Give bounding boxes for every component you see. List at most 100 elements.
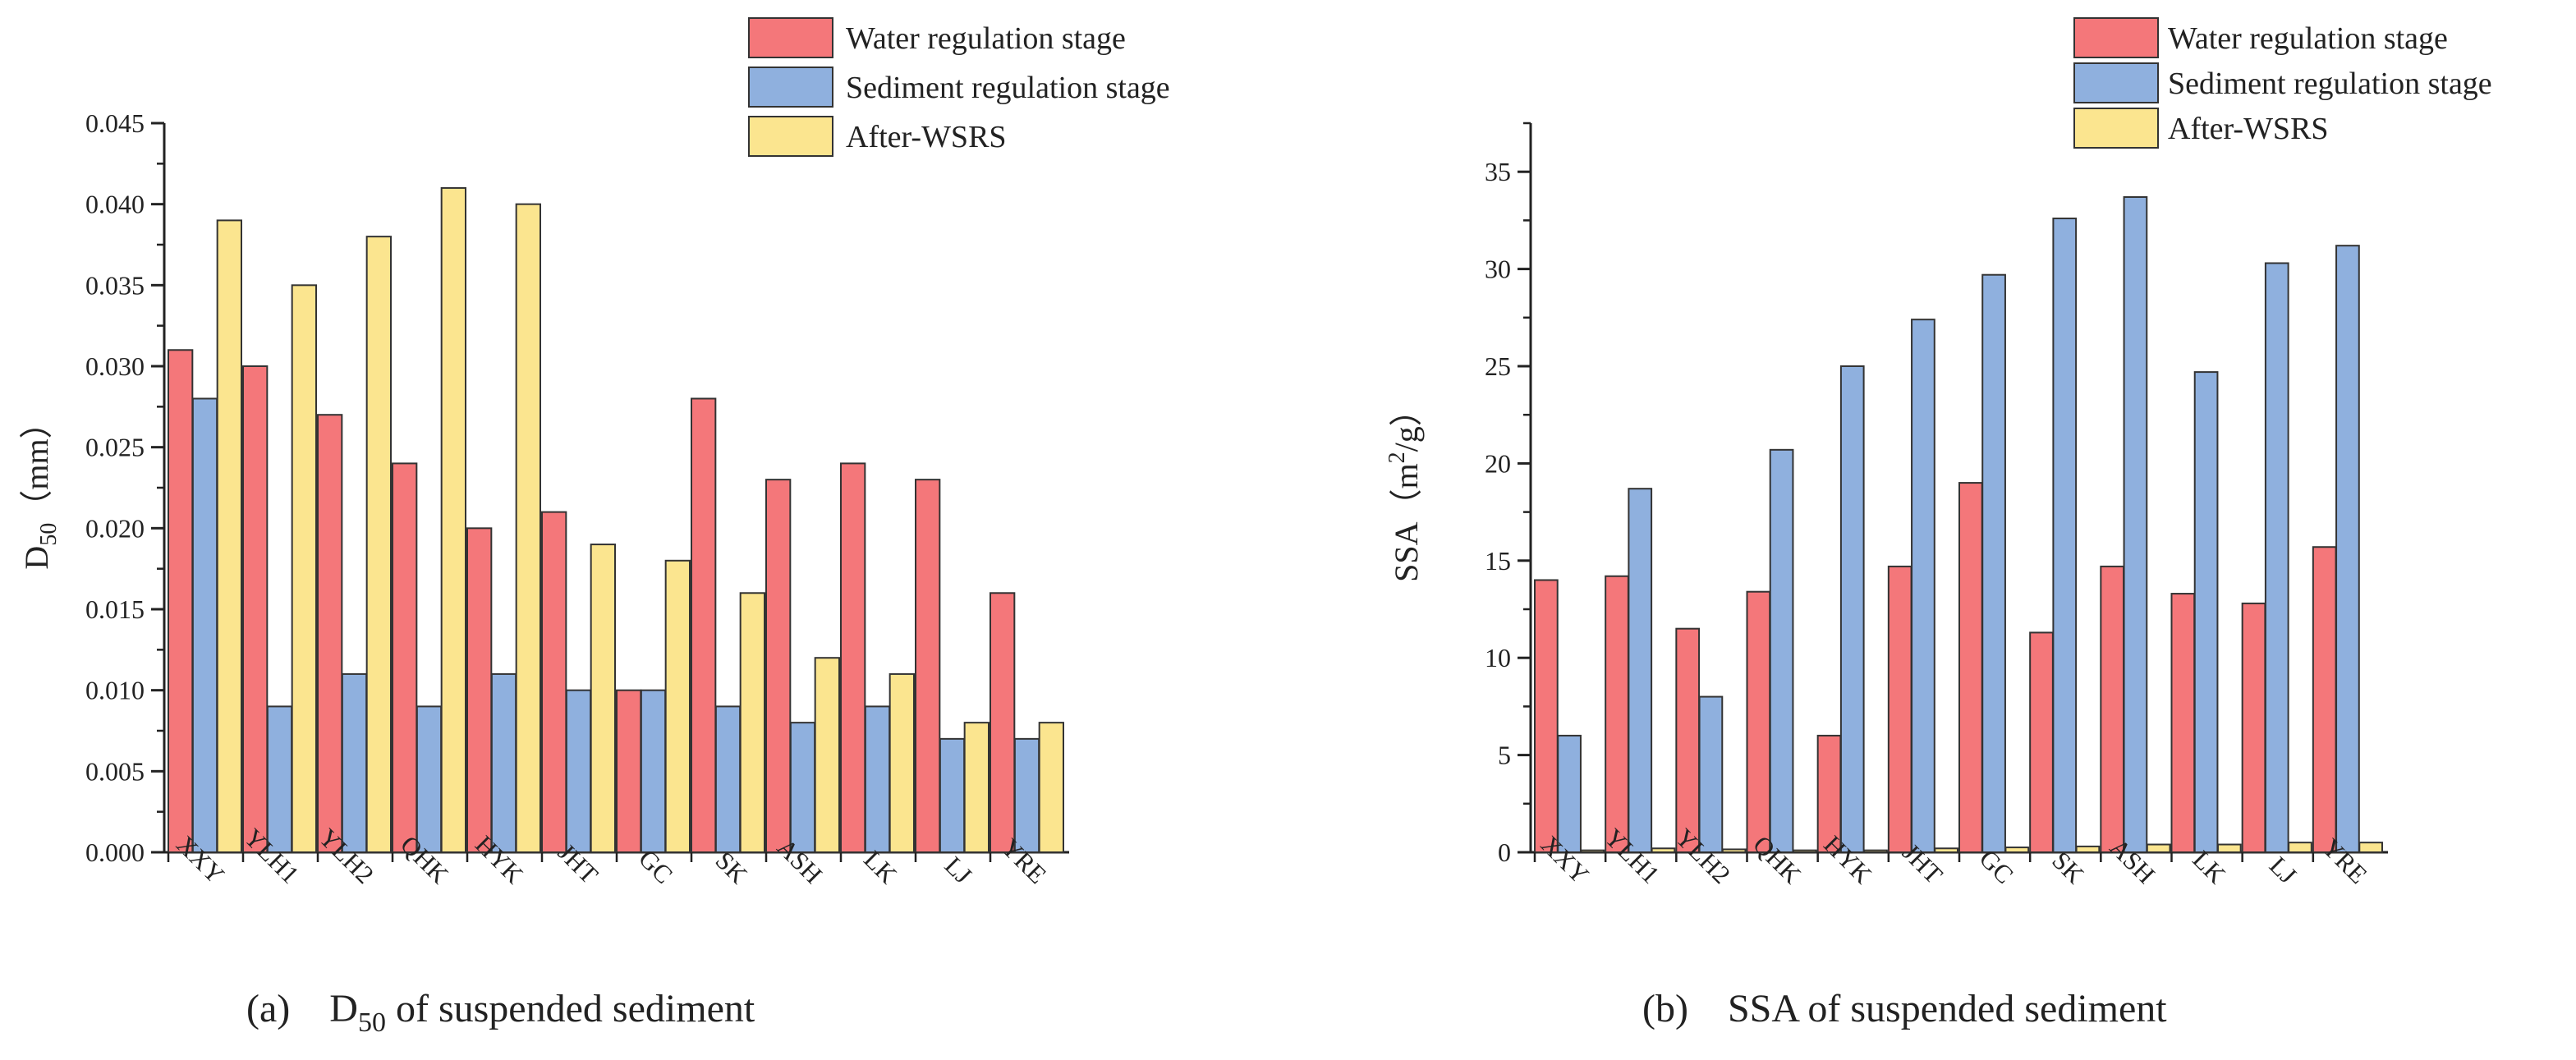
bar-after-wsrs-sk [739, 592, 766, 853]
bar-water-regulation-stage-lk [840, 462, 866, 854]
bar-sediment-regulation-stage-xxy [1557, 734, 1582, 853]
caption-sub: 50 [358, 1007, 386, 1038]
legend-label: Sediment regulation stage [846, 71, 1170, 105]
bar-sediment-regulation-stage-qhk [416, 705, 443, 854]
bar-sediment-regulation-stage-xxy [191, 397, 218, 853]
y-tick-label: 20 [1485, 448, 1511, 478]
caption-main: SSA of suspended sediment [1728, 987, 2167, 1030]
legend-swatch [2073, 62, 2159, 103]
bar-sediment-regulation-stage-hyk [490, 672, 517, 854]
bar-after-wsrs-lj [963, 722, 990, 854]
bar-sediment-regulation-stage-jht [565, 689, 592, 854]
bar-after-wsrs-gc [2004, 847, 2030, 853]
caption-space [1688, 987, 1728, 1030]
bar-after-wsrs-ylh2 [1721, 848, 1747, 853]
bar-sediment-regulation-stage-ash [789, 722, 816, 854]
bar-sediment-regulation-stage-lk [864, 705, 891, 854]
bar-sediment-regulation-stage-hyk [1839, 365, 1865, 853]
bar-after-wsrs-qhk [440, 186, 467, 853]
figure-caption: (b) SSA of suspended sediment [1642, 987, 2167, 1030]
bar-sediment-regulation-stage-gc [640, 689, 667, 854]
y-tick-label: 0.030 [85, 351, 145, 381]
bar-after-wsrs-ash [2146, 843, 2171, 853]
caption-space [290, 987, 329, 1030]
figure-caption: (a) D50 of suspended sediment [246, 987, 755, 1038]
bar-sediment-regulation-stage-ash [2123, 195, 2148, 853]
bar-sediment-regulation-stage-sk [714, 705, 742, 854]
y-tick-label: 0.045 [85, 108, 145, 138]
y-axis-title-unit: /g） [1388, 393, 1425, 452]
bar-water-regulation-stage-hyk [466, 527, 493, 853]
bar-sediment-regulation-stage-gc [1981, 273, 2006, 854]
bar-water-regulation-stage-ylh1 [1605, 575, 1629, 854]
bar-after-wsrs-ylh2 [365, 236, 392, 853]
bar-water-regulation-stage-ylh2 [317, 414, 343, 853]
bar-after-wsrs-gc [664, 559, 691, 853]
legend-label: After-WSRS [846, 120, 1007, 154]
bar-sediment-regulation-stage-ylh1 [1628, 488, 1653, 854]
caption-prefix: (a) [246, 987, 290, 1030]
y-tick-label: 30 [1485, 255, 1511, 284]
bar-sediment-regulation-stage-yre [2335, 245, 2360, 853]
bar-after-wsrs-qhk [1792, 849, 1817, 853]
chart-d50: 0.000 0.005 0.010 0.015 0.020 0.025 0.030 0.035… [18, 17, 1170, 1038]
bar-after-wsrs-ylh1 [1651, 847, 1676, 854]
bar-after-wsrs-lk [889, 672, 915, 854]
legend-swatch [2073, 17, 2159, 58]
y-tick-label: 0.025 [85, 433, 145, 462]
y-axis-title-sup: 2 [1384, 452, 1410, 463]
y-tick-label: 35 [1485, 157, 1511, 186]
bar-sediment-regulation-stage-jht [1911, 319, 1935, 853]
bar-after-wsrs-lj [2288, 842, 2312, 854]
caption-main: D [329, 987, 358, 1030]
bar-water-regulation-stage-gc [1958, 482, 1983, 854]
bar-after-wsrs-ash [814, 657, 841, 854]
legend-swatch [748, 67, 833, 108]
legend-label: Water regulation stage [846, 21, 1126, 56]
legend-swatch [2073, 108, 2159, 149]
bar-water-regulation-stage-qhk [1746, 590, 1771, 853]
bar-water-regulation-stage-qhk [392, 462, 418, 854]
y-tick-label: 0.040 [85, 190, 145, 219]
bar-water-regulation-stage-ash [765, 479, 792, 854]
bar-water-regulation-stage-jht [541, 511, 567, 853]
bar-water-regulation-stage-jht [1887, 565, 1912, 853]
bar-water-regulation-stage-yre [2312, 546, 2337, 853]
bar-water-regulation-stage-ash [2100, 565, 2125, 853]
y-tick-label: 10 [1485, 643, 1511, 672]
bar-water-regulation-stage-sk [691, 397, 717, 853]
y-axis-title-sub: 50 [36, 523, 62, 546]
bar-water-regulation-stage-xxy [1534, 579, 1559, 853]
bar-water-regulation-stage-ylh1 [242, 365, 269, 853]
bar-after-wsrs-ylh1 [291, 284, 317, 854]
y-tick-label: 0 [1498, 837, 1511, 867]
legend-swatch [748, 116, 833, 157]
bar-sediment-regulation-stage-ylh1 [266, 705, 293, 854]
y-tick-label: 5 [1498, 741, 1511, 770]
y-tick-label: 0.000 [85, 837, 145, 867]
bar-water-regulation-stage-lk [2170, 593, 2196, 854]
y-axis-title-unit: （mm） [18, 406, 55, 522]
bar-after-wsrs-xxy [216, 219, 242, 853]
bar-sediment-regulation-stage-ylh2 [1698, 695, 1724, 853]
y-axis-title-main: SSA（m [1388, 463, 1425, 582]
y-tick-label: 0.035 [85, 270, 145, 300]
bar-water-regulation-stage-lj [2241, 602, 2266, 853]
bar-water-regulation-stage-sk [2029, 631, 2054, 854]
legend-swatch [748, 17, 833, 58]
legend-label: After-WSRS [2168, 112, 2329, 146]
y-tick-label: 0.010 [85, 676, 145, 705]
legend-label: Sediment regulation stage [2168, 67, 2492, 101]
bar-sediment-regulation-stage-lj [2264, 262, 2289, 854]
bar-water-regulation-stage-yre [990, 592, 1016, 853]
bar-sediment-regulation-stage-sk [2052, 218, 2078, 854]
bar-after-wsrs-jht [1934, 847, 1959, 854]
bar-after-wsrs-yre [2358, 842, 2384, 854]
x-tick-label: LJ [2264, 851, 2303, 889]
y-axis-title-main: D [18, 546, 55, 570]
x-tick-label: LJ [939, 851, 978, 889]
legend-label: Water regulation stage [2168, 21, 2448, 56]
bar-water-regulation-stage-gc [616, 689, 642, 854]
y-axis-title: D50（mm） [18, 406, 62, 569]
